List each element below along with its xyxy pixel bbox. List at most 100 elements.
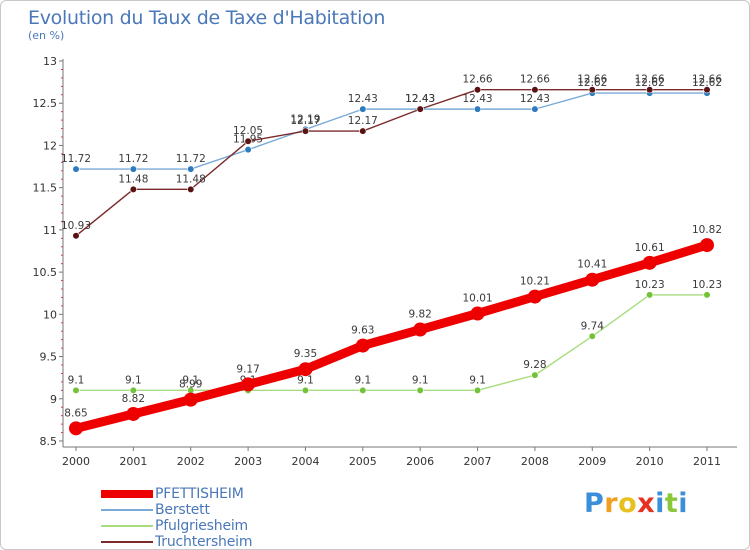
data-label-truchtersheim: 10.93 [61, 220, 91, 232]
logo-letter: i [678, 488, 689, 519]
data-point-berstett [531, 105, 539, 113]
data-label-pfulgriesheim: 9.1 [354, 374, 371, 386]
y-tick-label: 12 [43, 139, 57, 152]
y-tick-label: 11.5 [33, 182, 58, 195]
data-point-truchtersheim [588, 86, 596, 94]
line-chart: 8.5 9 9.5 10 10.5 11 11.5 12 12.5 13 2000 2001 2002 2… [33, 55, 737, 468]
data-point-pfulgriesheim [416, 386, 424, 394]
data-label-truchtersheim: 12.66 [577, 74, 607, 86]
series-line-truchtersheim [75, 89, 708, 237]
legend-swatch [101, 541, 153, 543]
x-tick-label: 2008 [521, 455, 549, 468]
data-label-berstett: 12.19 [290, 113, 320, 125]
data-label-pfulgriesheim: 10.23 [635, 279, 665, 291]
unit-label: (en %) [28, 29, 65, 42]
data-label-truchtersheim: 12.17 [290, 115, 320, 127]
data-point-pfettisheim [700, 238, 714, 253]
x-tick-label: 2010 [636, 455, 664, 468]
data-label-pfulgriesheim: 9.1 [469, 374, 486, 386]
data-point-berstett [244, 146, 252, 154]
y-tick-label: 10.5 [33, 266, 58, 279]
y-tick-label: 9 [50, 393, 57, 406]
data-label-berstett: 12.62 [577, 77, 607, 89]
data-label-truchtersheim: 12.66 [463, 74, 493, 86]
logo-letter: o [618, 488, 638, 519]
x-tick-label: 2001 [119, 455, 147, 468]
data-point-truchtersheim [646, 86, 654, 94]
y-tick-label: 9.5 [40, 351, 58, 364]
data-point-pfettisheim [241, 377, 256, 392]
data-point-pfulgriesheim [473, 386, 482, 394]
data-label-pfettisheim: 9.35 [294, 348, 317, 360]
data-label-berstett: 11.72 [118, 153, 148, 165]
y-tick-label: 13 [43, 55, 57, 68]
data-label-pfulgriesheim: 9.1 [125, 374, 142, 386]
logo-letter: i [655, 488, 665, 519]
data-point-truchtersheim [416, 105, 424, 113]
data-label-truchtersheim: 12.66 [635, 74, 665, 86]
data-label-pfettisheim: 8.99 [179, 379, 202, 391]
series-line-pfettisheim [71, 240, 712, 433]
proxiti-logo: Proxiti [584, 488, 688, 519]
data-point-truchtersheim [531, 86, 539, 94]
data-point-pfulgriesheim [301, 386, 310, 394]
logo-letter: r [604, 488, 619, 519]
x-tick-label: 2000 [62, 455, 90, 468]
data-label-pfettisheim: 10.41 [577, 259, 607, 271]
legend-swatch [101, 525, 153, 527]
x-tick-label: 2004 [291, 455, 319, 468]
data-label-pfettisheim: 9.17 [236, 363, 259, 375]
legend-item-berstett[interactable]: Berstett [101, 502, 252, 518]
legend-label: Truchtersheim [155, 534, 253, 550]
data-point-pfettisheim [298, 362, 313, 377]
x-tick-label: 2002 [177, 455, 205, 468]
data-point-pfulgriesheim [129, 386, 137, 394]
logo-letter: t [664, 488, 679, 519]
y-tick-label: 12.5 [33, 97, 58, 110]
logo-letter: P [584, 488, 605, 519]
data-point-pfulgriesheim [588, 332, 596, 340]
legend-item-pfulgriesheim[interactable]: Pfulgriesheim [101, 518, 252, 534]
data-label-pfettisheim: 8.82 [122, 393, 145, 405]
x-tick-label: 2005 [349, 455, 377, 468]
data-point-pfettisheim [69, 421, 83, 436]
data-label-pfettisheim: 9.82 [408, 309, 431, 321]
chart-title: Evolution du Taux de Taxe d'Habitation [28, 7, 386, 29]
data-point-berstett [473, 105, 482, 113]
data-label-pfettisheim: 10.21 [520, 276, 550, 288]
data-label-truchtersheim: 11.48 [176, 173, 206, 185]
legend-swatch [101, 490, 153, 498]
data-point-pfulgriesheim [72, 386, 80, 394]
legend-item-truchtersheim[interactable]: Truchtersheim [101, 534, 253, 550]
data-label-truchtersheim: 11.48 [118, 173, 148, 185]
x-tick-label: 2006 [406, 455, 434, 468]
x-tick-label: 2011 [693, 455, 721, 468]
legend-label: Pfulgriesheim [155, 518, 248, 534]
legend: PFETTISHEIM Berstett Pfulgriesheim Truch… [101, 486, 253, 550]
data-point-truchtersheim [703, 86, 711, 94]
data-label-pfettisheim: 10.61 [635, 242, 665, 254]
data-point-pfettisheim [642, 255, 657, 270]
data-point-berstett [187, 165, 195, 173]
data-label-pfulgriesheim: 9.1 [412, 374, 429, 386]
data-label-berstett: 12.43 [463, 93, 493, 105]
data-label-pfulgriesheim: 9.1 [182, 374, 199, 386]
data-label-pfulgriesheim: 9.74 [581, 320, 605, 332]
data-label-berstett: 12.43 [405, 93, 435, 105]
legend-item-pfettisheim[interactable]: PFETTISHEIM [101, 486, 252, 502]
data-label-berstett: 12.43 [348, 93, 378, 105]
data-point-pfettisheim [355, 338, 370, 353]
data-point-pfettisheim [470, 306, 485, 321]
x-tick-label: 2009 [578, 455, 606, 468]
data-label-pfettisheim: 9.63 [351, 325, 374, 337]
data-label-berstett: 12.62 [692, 77, 722, 89]
data-label-pfulgriesheim: 9.28 [523, 359, 546, 371]
data-point-truchtersheim [187, 185, 195, 193]
y-tick-label: 10 [43, 308, 57, 321]
x-tick-label: 2007 [464, 455, 492, 468]
data-label-berstett: 11.72 [176, 153, 206, 165]
data-label-pfettisheim: 10.01 [463, 292, 493, 304]
data-point-pfulgriesheim [531, 371, 539, 379]
data-label-pfulgriesheim: 10.23 [692, 279, 722, 291]
